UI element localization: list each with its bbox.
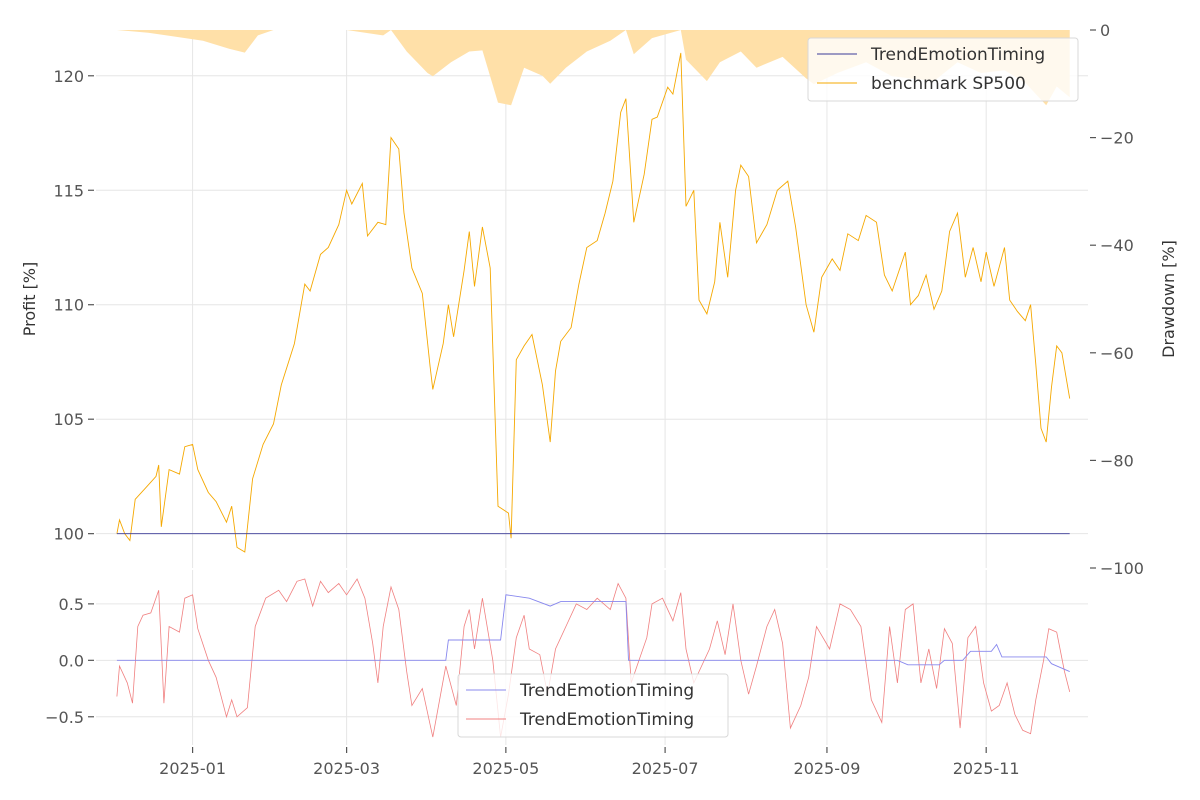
date-tick-label: 2025-09 — [794, 759, 861, 778]
profit-axis-title: Profit [%] — [20, 262, 39, 337]
profit-tick-label: 110 — [53, 296, 84, 315]
signal-axis-ticks: 0.5 0.0 −0.5 — [45, 595, 94, 727]
main-legend-box — [807, 37, 1079, 102]
benchmark-sp500-line — [116, 52, 1071, 553]
main-legend: TrendEmotionTiming benchmark SP500 — [807, 37, 1079, 102]
drawdown-axis-ticks: 0 −20 −40 −60 −80 −100 — [1090, 21, 1144, 578]
date-tick-label: 2025-07 — [632, 759, 699, 778]
signal-legend-box — [457, 673, 729, 738]
signal-panel-lines — [116, 578, 1071, 738]
signal-strategy-line — [116, 594, 1070, 673]
legend-label-strategy: TrendEmotionTiming — [870, 45, 1045, 65]
profit-axis-ticks: 100 105 110 115 120 — [53, 67, 94, 544]
drawdown-tick-label: −60 — [1100, 344, 1134, 363]
drawdown-tick-label: −40 — [1100, 236, 1134, 255]
drawdown-axis-title: Drawdown [%] — [1159, 240, 1178, 358]
legend-label-benchmark: benchmark SP500 — [871, 74, 1026, 94]
drawdown-tick-label: −80 — [1100, 451, 1134, 470]
signal-tick-label: 0.0 — [59, 651, 84, 670]
legend-label-signal-secondary: TrendEmotionTiming — [519, 710, 694, 730]
profit-tick-label: 100 — [53, 525, 84, 544]
date-tick-label: 2025-01 — [159, 759, 226, 778]
signal-secondary-line — [116, 578, 1071, 738]
date-tick-label: 2025-05 — [472, 759, 539, 778]
profit-tick-label: 120 — [53, 67, 84, 86]
drawdown-tick-label: −100 — [1100, 559, 1144, 578]
profit-tick-label: 115 — [53, 181, 84, 200]
drawdown-tick-label: 0 — [1100, 21, 1110, 40]
date-tick-label: 2025-11 — [953, 759, 1020, 778]
main-panel-grid — [96, 30, 1088, 568]
main-panel-lines — [116, 52, 1071, 553]
drawdown-tick-label: −20 — [1100, 129, 1134, 148]
signal-legend: TrendEmotionTiming TrendEmotionTiming — [457, 673, 729, 738]
legend-label-signal-strategy: TrendEmotionTiming — [519, 681, 694, 701]
signal-tick-label: −0.5 — [45, 708, 84, 727]
date-tick-label: 2025-03 — [313, 759, 380, 778]
signal-tick-label: 0.5 — [59, 595, 84, 614]
date-axis-ticks: 2025-01 2025-03 2025-05 2025-07 2025-09 2025-… — [159, 747, 1020, 778]
profit-tick-label: 105 — [53, 410, 84, 429]
